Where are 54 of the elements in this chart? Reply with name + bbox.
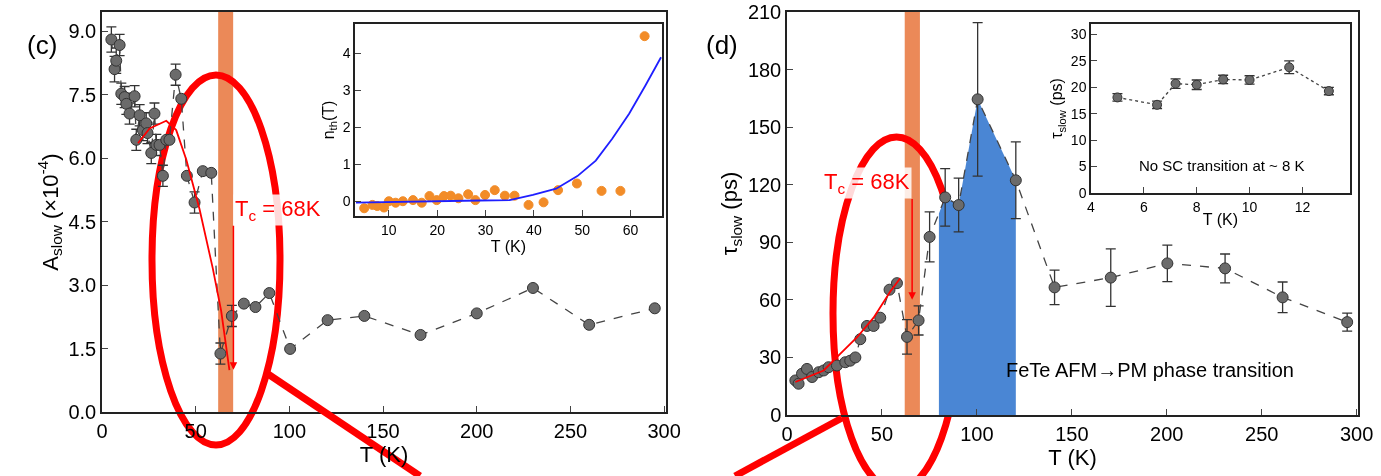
x-tick-label: 20 <box>429 221 446 238</box>
y-tick-label: 3 <box>342 82 351 99</box>
x-axis-title: T (K) <box>1048 444 1097 470</box>
y-tick-label: 2 <box>342 119 351 136</box>
x-tick-label: 60 <box>622 221 639 238</box>
x-tick-label: 150 <box>366 419 400 442</box>
y-tick-label: 3.0 <box>68 274 97 297</box>
x-axis-title: T (K) <box>490 237 527 255</box>
x-tick-label: 40 <box>526 221 542 238</box>
x-tick-label: 10 <box>1241 198 1258 215</box>
y-tick-label: 4 <box>342 45 351 62</box>
y-tick-label: 30 <box>1070 26 1087 43</box>
x-tick-label: 250 <box>553 419 588 442</box>
x-tick-label: 30 <box>477 221 494 238</box>
x-tick-label: 6 <box>1139 198 1148 215</box>
x-tick-label: 50 <box>870 422 894 445</box>
x-tick-label: 12 <box>1294 198 1311 215</box>
x-tick-label: 8 <box>1192 198 1201 215</box>
y-tick-label: 1 <box>342 156 351 173</box>
y-tick-label: 1.5 <box>68 337 97 360</box>
x-tick-label: 300 <box>647 419 681 442</box>
x-tick-label: 200 <box>460 419 494 442</box>
y-tick-label: 180 <box>747 58 782 81</box>
x-tick-label: 50 <box>574 221 591 238</box>
x-tick-label: 100 <box>272 419 307 442</box>
y-tick-label: 15 <box>1070 105 1087 122</box>
annotation: T$_{c}$ = 68K <box>824 169 910 197</box>
y-tick-label: 0 <box>770 404 782 426</box>
y-tick-label: 7.5 <box>68 83 97 106</box>
x-axis-title: T (K) <box>1202 210 1239 228</box>
y-tick-label: 0.0 <box>68 401 97 423</box>
x-tick-label: 250 <box>1245 422 1279 445</box>
x-tick-label: 200 <box>1150 422 1184 445</box>
annotation: No SC transition at ~ 8 K <box>1139 157 1305 174</box>
y-tick-label: 9.0 <box>68 20 97 43</box>
y-tick-label: 60 <box>759 288 782 311</box>
y-tick-label: 20 <box>1070 79 1087 96</box>
y-tick-label: 5 <box>1078 158 1087 175</box>
y-tick-label: 90 <box>759 231 782 254</box>
y-tick-label: 0 <box>1078 184 1087 201</box>
y-tick-label: 4.5 <box>68 210 97 233</box>
x-tick-label: 300 <box>1339 422 1374 445</box>
y-tick-label: 150 <box>747 116 782 139</box>
y-tick-label: 210 <box>747 1 782 23</box>
y-tick-label: 6.0 <box>68 147 97 170</box>
y-tick-label: 10 <box>1070 132 1087 149</box>
text: (d) <box>706 30 738 60</box>
y-tick-label: 25 <box>1070 52 1087 69</box>
x-tick-label: 100 <box>960 422 994 445</box>
y-tick-label: 30 <box>759 346 782 369</box>
annotation: T$_{c}$ = 68K <box>235 196 321 224</box>
text: (c) <box>27 30 58 60</box>
y-tick-label: 120 <box>747 173 782 196</box>
x-tick-label: 10 <box>381 221 397 238</box>
